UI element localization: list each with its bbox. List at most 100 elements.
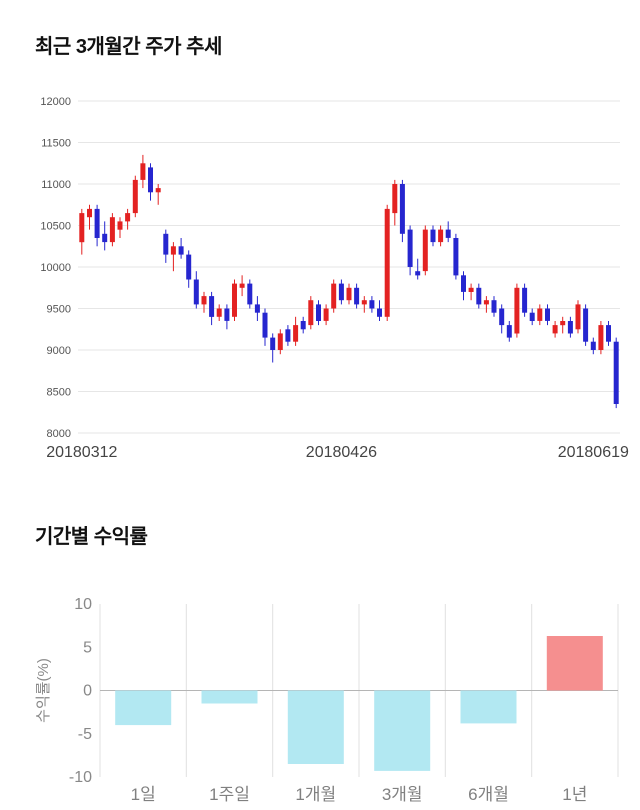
candle-body — [216, 308, 222, 317]
svg-text:1년: 1년 — [562, 785, 587, 804]
svg-text:6개월: 6개월 — [468, 785, 509, 804]
svg-text:9500: 9500 — [47, 304, 71, 316]
candle-body — [575, 304, 581, 330]
candle-body — [148, 167, 153, 193]
candle-body — [560, 321, 566, 326]
candle-body — [201, 296, 207, 305]
candle-body — [170, 246, 176, 255]
candle-body — [163, 233, 169, 255]
svg-text:3개월: 3개월 — [382, 785, 423, 804]
return-bar — [460, 690, 517, 724]
candle-body — [247, 283, 253, 305]
candle-body — [178, 246, 184, 255]
candle-body — [155, 188, 161, 193]
returns-bar-chart: 10 5 0 -5 -10 1일 1주일 1개월 3개월 6개월 1년 수익률(%) — [35, 596, 619, 804]
svg-text:20180312: 20180312 — [46, 444, 117, 461]
candle-body — [140, 163, 146, 180]
candle-body — [79, 213, 85, 243]
candle-body — [606, 325, 611, 342]
candle-body — [346, 287, 352, 301]
candle-body — [514, 287, 520, 334]
svg-text:12000: 12000 — [40, 96, 71, 108]
candle-body — [491, 300, 497, 313]
price-candles — [79, 154, 619, 409]
returns-y-axis-labels: 10 5 0 -5 -10 — [69, 596, 92, 786]
candle-body — [361, 300, 367, 305]
candle-body — [529, 312, 535, 321]
candle-body — [445, 229, 451, 238]
candle-body — [468, 287, 474, 292]
candle-body — [499, 308, 505, 326]
candle-body — [522, 287, 528, 313]
candle-body — [87, 208, 92, 218]
candle-body — [193, 279, 199, 305]
candle-body — [209, 296, 215, 317]
returns-y-axis-title: 수익률(%) — [35, 658, 52, 723]
svg-text:1일: 1일 — [131, 785, 156, 804]
candle-body — [323, 308, 329, 321]
candle-body — [430, 229, 436, 243]
svg-text:-5: -5 — [78, 726, 92, 743]
svg-text:1개월: 1개월 — [295, 785, 336, 804]
returns-bars — [115, 636, 603, 771]
svg-text:9000: 9000 — [47, 345, 71, 357]
price-grid-lines — [78, 100, 620, 434]
candle-body — [224, 308, 230, 321]
svg-text:8500: 8500 — [47, 387, 71, 399]
candle-body — [117, 221, 123, 230]
candle-body — [407, 229, 413, 267]
return-bar — [287, 690, 344, 764]
returns-chart-title: 기간별 수익률 — [35, 526, 148, 548]
candle-body — [506, 325, 512, 338]
svg-text:20180426: 20180426 — [306, 444, 377, 461]
svg-text:5: 5 — [83, 639, 92, 656]
svg-text:1주일: 1주일 — [209, 785, 250, 804]
price-chart-title: 최근 3개월간 주가 추세 — [35, 36, 222, 58]
candle-body — [377, 308, 382, 317]
candle-body — [476, 287, 482, 305]
svg-text:0: 0 — [83, 683, 92, 700]
return-bar — [546, 636, 603, 691]
price-x-axis-labels: 20180312 20180426 20180619 — [46, 444, 629, 461]
svg-text:20180619: 20180619 — [558, 444, 629, 461]
candle-body — [590, 341, 596, 350]
return-bar — [115, 690, 172, 726]
candle-body — [308, 300, 314, 326]
candle-body — [453, 238, 459, 276]
candle-body — [285, 329, 291, 342]
candle-body — [132, 179, 138, 214]
return-bar — [201, 690, 258, 704]
candle-body — [613, 341, 619, 404]
candle-body — [438, 229, 444, 243]
candle-body — [316, 304, 321, 321]
svg-text:8000: 8000 — [47, 428, 71, 440]
candle-body — [338, 283, 344, 301]
price-y-axis-labels: 8000 8500 9000 9500 10000 10500 11000 11500 1200… — [40, 96, 71, 440]
candle-body — [254, 304, 260, 313]
candle-body — [483, 300, 489, 305]
candle-body — [331, 283, 337, 309]
svg-text:11000: 11000 — [41, 179, 71, 191]
returns-category-labels: 1일 1주일 1개월 3개월 6개월 1년 — [131, 785, 588, 804]
candle-body — [94, 208, 100, 238]
candle-body — [552, 325, 558, 334]
candle-body — [598, 325, 604, 350]
candle-body — [583, 308, 589, 342]
svg-text:11500: 11500 — [41, 138, 71, 150]
candle-body — [232, 283, 237, 317]
candle-body — [277, 333, 283, 350]
candle-body — [270, 337, 276, 350]
candle-body — [300, 321, 306, 330]
svg-text:-10: -10 — [69, 769, 92, 786]
candle-body — [125, 213, 131, 222]
candle-body — [567, 321, 573, 334]
candle-body — [102, 233, 108, 243]
candle-body — [422, 229, 428, 272]
price-candlestick-chart: 8000 8500 9000 9500 10000 10500 11000 11500 1200… — [40, 96, 629, 461]
candle-body — [537, 308, 543, 321]
svg-text:10000: 10000 — [40, 262, 71, 274]
candle-body — [109, 217, 115, 243]
candle-body — [186, 254, 192, 280]
candle-body — [239, 283, 245, 288]
